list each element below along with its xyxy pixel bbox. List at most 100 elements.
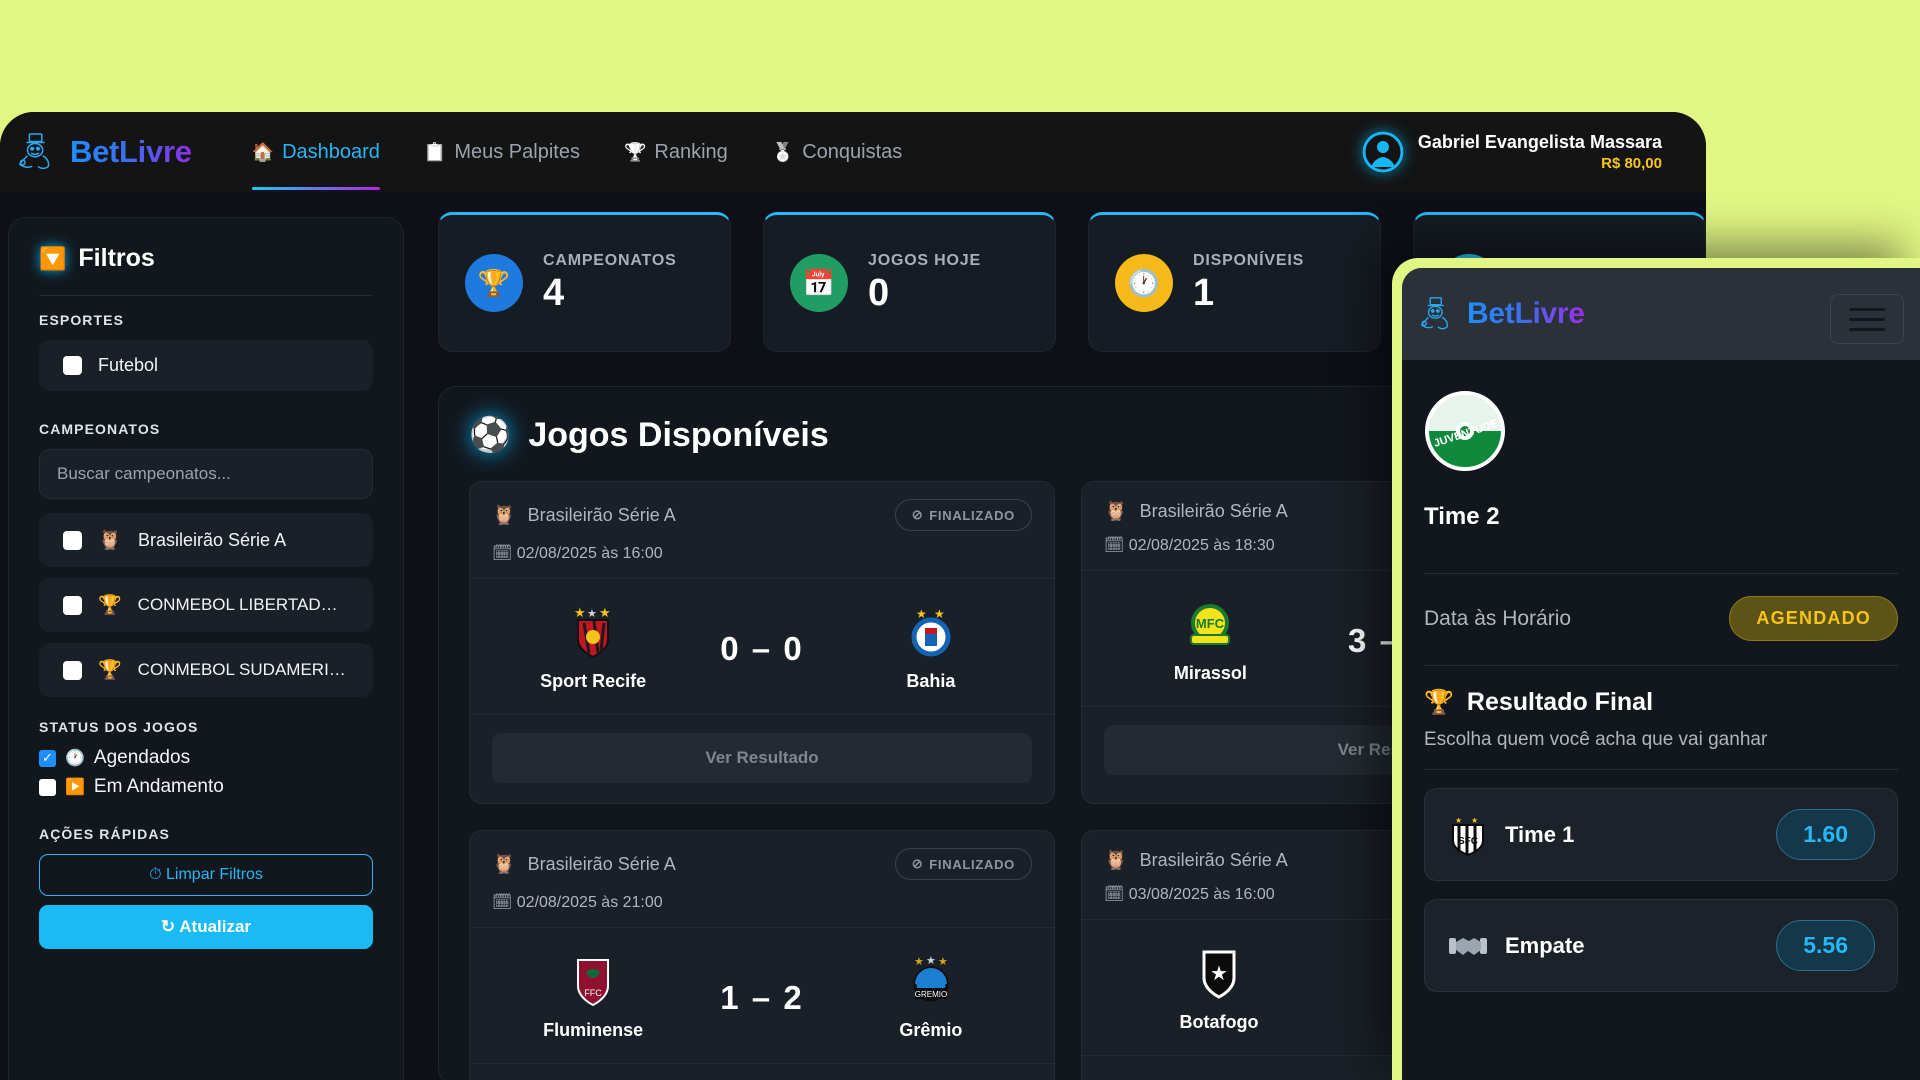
status-badge-agendado: AGENDADO xyxy=(1729,596,1898,641)
nav-links: 🏠 Dashboard 📋 Meus Palpites 🏆 Ranking 🏅 … xyxy=(230,133,925,190)
checkbox[interactable] xyxy=(63,356,82,375)
games-title: Jogos Disponíveis xyxy=(528,415,829,454)
checkbox[interactable] xyxy=(63,530,82,550)
league-name: Brasileirão Série A xyxy=(1139,500,1288,521)
filter-status-em-andamento[interactable]: ▶️ Em Andamento xyxy=(39,776,373,798)
view-result-button[interactable]: Ver Resultado xyxy=(492,733,1032,783)
stat-value: 1 xyxy=(1193,271,1215,314)
filter-label: CONMEBOL SUDAMERICA... xyxy=(137,660,349,679)
sidebar-title: 🔽 Filtros xyxy=(39,244,373,273)
filter-status-agendados[interactable]: ✓ 🕐 Agendados xyxy=(39,747,373,769)
calendar-icon: 🗓 xyxy=(492,894,513,911)
match-header: 🦉 Brasileirão Série A 🗓 03/08/2025 às 16… xyxy=(1082,831,1666,919)
svg-text:SFC: SFC xyxy=(1458,836,1478,847)
svg-text:★: ★ xyxy=(1210,963,1228,985)
user-menu[interactable]: Gabriel Evangelista Massara R$ 80,00 xyxy=(1361,131,1662,173)
match-body: FFC Fluminense 1 – 2 ★ ★ ★ xyxy=(470,927,1054,1064)
brand[interactable]: BetLivre xyxy=(18,132,192,172)
stat-card-campeonatos[interactable]: 🏆 CAMPEONATOS 4 xyxy=(438,212,731,352)
mobile-result-section: 🏆 Resultado Final Escolha quem você acha… xyxy=(1424,665,1898,992)
home-icon: 🏠 xyxy=(251,142,275,162)
avatar xyxy=(1361,131,1404,173)
checkbox[interactable] xyxy=(63,595,82,615)
filter-championship-sudamericana[interactable]: 🏆 CONMEBOL SUDAMERICA... xyxy=(39,643,373,697)
mobile-section-title: Resultado Final xyxy=(1466,688,1654,716)
user-info: Gabriel Evangelista Massara R$ 80,00 xyxy=(1418,132,1662,172)
filters-sidebar: 🔽 Filtros ESPORTES Futebol CAMPEONATOS 🦉… xyxy=(8,217,404,1080)
stat-card-jogos-hoje[interactable]: 📅 JOGOS HOJE 0 xyxy=(763,212,1056,352)
away-team: ★ ★ Bahia xyxy=(856,605,1006,692)
status-label-text: Agendados xyxy=(93,747,191,768)
clear-filters-button[interactable]: ⏱ Limpar Filtros xyxy=(39,854,373,896)
championships-list[interactable]: 🦉 Brasileirão Série A 🏆 CONMEBOL LIBERTA… xyxy=(39,513,373,701)
match-header: 🦉 Brasileirão Série A 🗓 02/08/2025 às 18… xyxy=(1082,482,1666,570)
odds-value[interactable]: 5.56 xyxy=(1776,920,1875,971)
match-header: 🦉 Brasileirão Série A ⊘ FINALIZADO 🗓 02/… xyxy=(470,482,1054,578)
filter-label: CONMEBOL LIBERTADORES xyxy=(137,595,349,614)
mobile-date-row: Data às Horário AGENDADO xyxy=(1424,574,1898,665)
svg-text:FFC: FFC xyxy=(584,988,602,998)
clear-filters-label: Limpar Filtros xyxy=(166,866,263,883)
match-date-text: 03/08/2025 às 16:00 xyxy=(1128,886,1275,903)
games-header: ⚽ Jogos Disponíveis xyxy=(469,415,1667,455)
filter-sport-futebol[interactable]: Futebol xyxy=(39,340,373,391)
status-label: STATUS DOS JOGOS xyxy=(39,719,199,735)
match-card[interactable]: 🦉 Brasileirão Série A ⊘ FINALIZADO 🗓 02/… xyxy=(469,830,1055,1080)
hamburger-menu-icon[interactable] xyxy=(1830,294,1904,344)
svg-text:★: ★ xyxy=(914,956,924,968)
svg-text:★: ★ xyxy=(934,607,945,621)
odds-option-time-1[interactable]: ★ ★ SFC Time 1 1.60 xyxy=(1424,788,1898,881)
checkbox-checked[interactable]: ✓ xyxy=(39,749,56,767)
play-icon: ▶️ xyxy=(65,779,85,796)
odds-value[interactable]: 1.60 xyxy=(1776,809,1875,860)
libertadores-crest: 🏆 xyxy=(98,595,122,616)
trophy-icon: 🏆 xyxy=(1424,689,1454,716)
brand-name: BetLivre xyxy=(70,134,192,169)
checkbox[interactable] xyxy=(63,660,82,680)
filter-championship-brasileirao[interactable]: 🦉 Brasileirão Série A xyxy=(39,513,373,567)
nav-label: Conquistas xyxy=(802,140,903,163)
svg-text:★: ★ xyxy=(587,608,597,620)
divider xyxy=(39,295,373,296)
refresh-button[interactable]: ↻ Atualizar xyxy=(39,905,373,949)
match-score: 1 – 2 xyxy=(720,978,804,1016)
match-header: 🦉 Brasileirão Série A ⊘ FINALIZADO 🗓 02/… xyxy=(470,831,1054,927)
mobile-date-text: Data às Horário xyxy=(1424,606,1572,630)
funnel-icon: 🔽 xyxy=(39,245,67,271)
handshake-icon xyxy=(1449,937,1487,955)
nav-item-meus-palpites[interactable]: 📋 Meus Palpites xyxy=(402,133,602,172)
calendar-icon: 📅 xyxy=(790,254,848,312)
match-body: ★ Botafogo xyxy=(1082,919,1666,1056)
check-circle-icon: ⊘ xyxy=(911,856,924,871)
mobile-section-header: 🏆 Resultado Final xyxy=(1424,688,1898,717)
juventude-crest: JUVENTUDE xyxy=(1425,391,1505,471)
nav-item-conquistas[interactable]: 🏅 Conquistas xyxy=(750,133,924,172)
mirassol-crest: MFC xyxy=(1190,604,1231,645)
match-card[interactable]: 🦉 Brasileirão Série A ⊘ FINALIZADO 🗓 02/… xyxy=(469,481,1055,804)
medal-icon: 🏅 xyxy=(771,142,795,162)
championships-label: CAMPEONATOS xyxy=(39,421,161,437)
odds-label: Time 1 xyxy=(1505,821,1575,847)
mobile-team-name: Time 2 xyxy=(1424,503,1500,530)
nav-item-ranking[interactable]: 🏆 Ranking xyxy=(602,133,750,172)
stat-card-disponiveis[interactable]: 🕐 DISPONÍVEIS 1 xyxy=(1088,212,1381,352)
nav-label: Meus Palpites xyxy=(454,140,580,163)
stat-label: DISPONÍVEIS xyxy=(1193,251,1305,269)
match-date-text: 02/08/2025 às 18:30 xyxy=(1128,537,1275,554)
nav-item-dashboard[interactable]: 🏠 Dashboard xyxy=(230,133,402,190)
checkbox[interactable] xyxy=(39,778,56,796)
league-name: Brasileirão Série A xyxy=(527,504,676,525)
svg-text:★: ★ xyxy=(916,607,927,621)
burger-line xyxy=(1849,317,1885,321)
filter-championship-libertadores[interactable]: 🏆 CONMEBOL LIBERTADORES xyxy=(39,578,373,632)
mobile-body: JUVENTUDE Time 2 Data às Horário AGENDAD… xyxy=(1402,360,1920,992)
sports-label: ESPORTES xyxy=(39,312,125,328)
mobile-brand[interactable]: BetLivre xyxy=(1420,296,1585,332)
gremio-crest: ★ ★ ★ GREMIO xyxy=(913,955,949,1002)
home-team: ★ ★ ★ Sport Recife xyxy=(518,605,668,692)
odds-option-empate[interactable]: Empate 5.56 xyxy=(1424,899,1898,992)
search-championships-input[interactable] xyxy=(39,449,373,499)
match-date-text: 02/08/2025 às 16:00 xyxy=(516,545,663,562)
user-balance: R$ 80,00 xyxy=(1601,155,1662,172)
svg-text:GREMIO: GREMIO xyxy=(915,990,947,999)
